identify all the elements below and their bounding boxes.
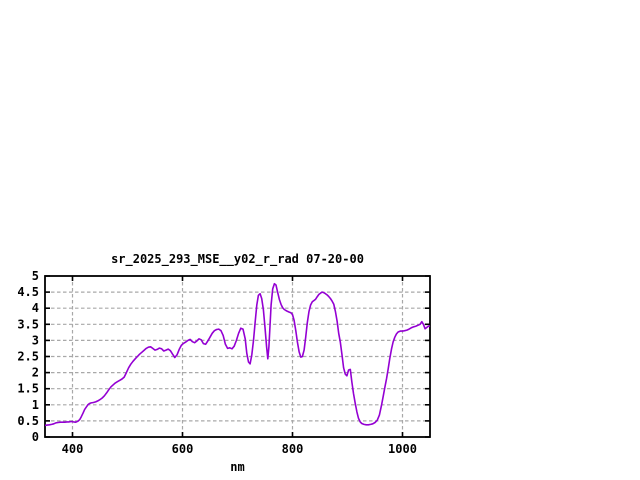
x-tick-label: 800 [282,442,304,456]
y-tick-label: 4 [32,301,39,315]
y-tick-label: 2.5 [17,350,39,364]
plot-frame [44,275,431,438]
data-curve [44,282,431,427]
y-tick-label: 4.5 [17,285,39,299]
y-tick-label: 1.5 [17,382,39,396]
x-tick-label: 1000 [388,442,417,456]
y-tick-label: 0.5 [17,414,39,428]
y-tick-label: 3 [32,333,39,347]
x-axis-label: nm [230,460,245,474]
x-tick-label: 400 [62,442,84,456]
y-tick-label: 1 [32,398,39,412]
chart-title: sr_2025_293_MSE__y02_r_rad 07-20-00 [111,252,364,266]
y-tick-label: 2 [32,366,39,380]
y-tick-label: 0 [32,430,39,444]
y-tick-label: 5 [32,269,39,283]
y-tick-label: 3.5 [17,317,39,331]
x-tick-label: 600 [172,442,194,456]
